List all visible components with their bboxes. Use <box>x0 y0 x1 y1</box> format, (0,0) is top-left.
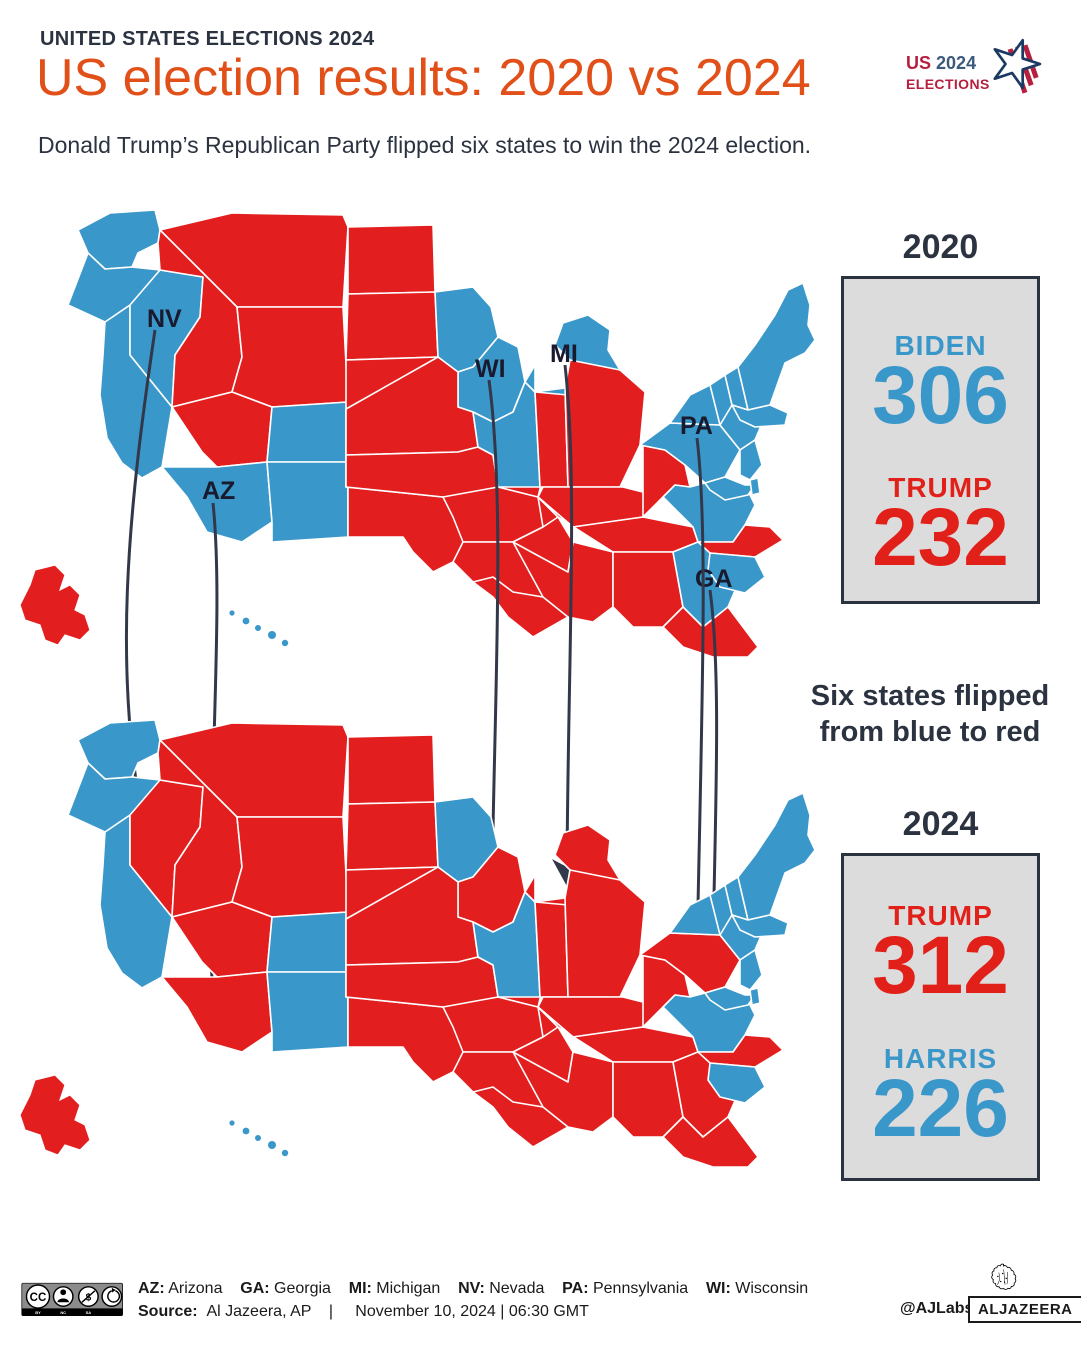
svg-text:SA: SA <box>86 1310 92 1315</box>
svg-text:BY: BY <box>35 1310 41 1315</box>
svg-text:CC: CC <box>30 1292 47 1304</box>
svg-text:NC: NC <box>60 1310 66 1315</box>
